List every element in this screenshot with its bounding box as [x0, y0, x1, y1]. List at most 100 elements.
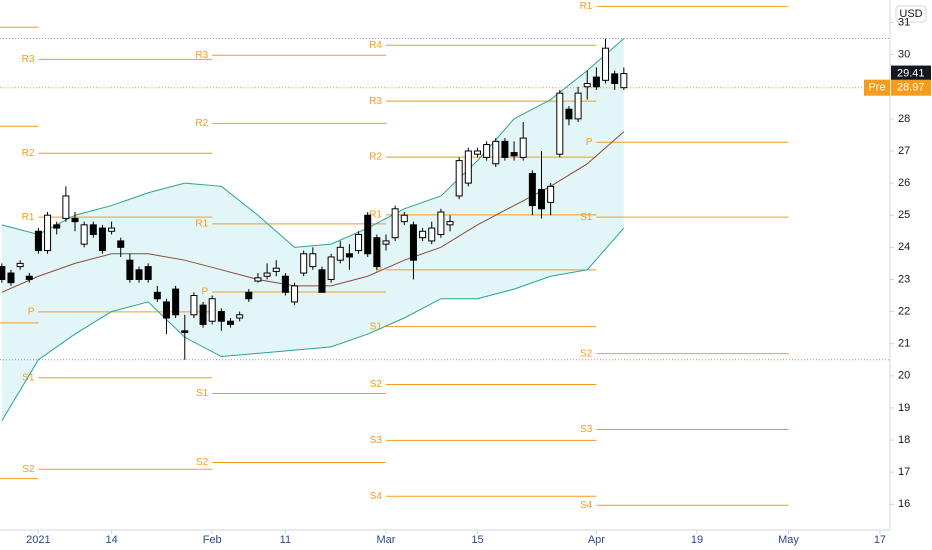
pivot-label: S1	[196, 388, 209, 399]
candle-body	[34, 230, 42, 252]
pivot-label: S4	[370, 491, 383, 502]
candle-body	[108, 227, 116, 232]
pivot-label: S4	[580, 500, 593, 511]
pivot-label: R1	[369, 210, 382, 221]
pre-price-box	[891, 79, 931, 96]
candle-body	[98, 227, 106, 252]
candle-body	[25, 275, 33, 280]
x-tick-label: 19	[691, 534, 703, 546]
y-tick-label: 21	[898, 338, 910, 350]
pivot-label: R4	[369, 40, 382, 51]
y-tick-label: 30	[898, 49, 910, 61]
candle-body	[355, 233, 363, 252]
candle-body	[263, 272, 271, 277]
candle-body	[364, 214, 372, 255]
candle-body	[382, 240, 390, 245]
candle-body	[473, 150, 481, 155]
y-tick-label: 27	[898, 145, 910, 157]
candle-body	[208, 298, 216, 322]
candle-body	[272, 267, 280, 272]
candle-body	[16, 262, 24, 268]
candle-body	[153, 291, 161, 300]
x-tick-label: 11	[280, 534, 291, 546]
candle-body	[236, 314, 244, 319]
candle-body	[126, 259, 134, 280]
x-tick-label: Feb	[203, 534, 222, 546]
candle-body	[492, 140, 500, 165]
pivot-label: R2	[369, 152, 382, 163]
y-tick-label: 20	[898, 370, 910, 382]
y-tick-label: 19	[898, 402, 910, 414]
pivot-label: R3	[369, 96, 382, 107]
pivot-label: R1	[580, 1, 593, 12]
y-tick-label: 26	[898, 177, 910, 189]
x-tick-label: 15	[471, 534, 483, 546]
y-tick-label: 22	[898, 305, 910, 317]
x-tick-label: Apr	[588, 534, 605, 546]
band-line	[1, 131, 625, 293]
band-line	[1, 38, 625, 248]
pivot-label: S2	[580, 348, 593, 359]
pivot-label: R1	[195, 219, 208, 230]
candle-body	[428, 227, 436, 242]
candle-body	[245, 291, 253, 300]
candle-body	[89, 224, 97, 235]
pivot-label: S2	[370, 379, 383, 390]
pre-tag-box	[864, 79, 890, 96]
last-price-box	[891, 65, 931, 82]
x-tick-label: 14	[105, 534, 117, 546]
band-fill	[1, 38, 624, 421]
candle-body	[538, 189, 546, 210]
pre-price: 28.97	[897, 82, 925, 94]
candle-body	[501, 140, 509, 158]
y-tick-label: 23	[898, 273, 910, 285]
candle-body	[7, 272, 15, 284]
y-tick-label: 25	[898, 209, 910, 221]
y-tick-label: 28	[898, 113, 910, 125]
y-tick-label: 24	[898, 241, 910, 253]
candle-body	[565, 108, 573, 120]
candle-body	[254, 277, 262, 282]
candle-body	[336, 246, 344, 261]
pivot-label: R1	[22, 212, 35, 223]
candle-body	[574, 92, 582, 120]
candle-body	[217, 311, 225, 322]
candle-body	[391, 208, 399, 239]
candle-body	[291, 285, 299, 303]
y-tick-label: 17	[898, 466, 910, 478]
pivot-label: P	[586, 137, 593, 148]
candle-body	[117, 240, 125, 248]
x-tick-label: Mar	[377, 534, 396, 546]
pivot-label: S2	[22, 464, 35, 475]
candle-body	[80, 224, 88, 245]
candle-body	[71, 217, 79, 223]
candle-body	[519, 137, 527, 158]
pivot-label: R2	[22, 148, 35, 159]
candle-body	[144, 266, 152, 280]
band-line	[1, 227, 625, 422]
x-tick-label: 2021	[26, 534, 50, 546]
candle-body	[602, 47, 610, 81]
candle-body	[583, 83, 591, 88]
pivot-label: S1	[580, 212, 593, 223]
pivot-label: R2	[195, 118, 208, 129]
candle-body	[620, 73, 628, 89]
candle-body	[172, 288, 180, 316]
candle-body	[556, 92, 564, 155]
pivot-label: S2	[196, 457, 209, 468]
candle-body	[227, 320, 235, 325]
candle-body	[455, 160, 463, 197]
pivot-label: R3	[195, 50, 208, 61]
candle-body	[547, 185, 555, 203]
pivot-label: S1	[370, 321, 383, 332]
candle-body	[528, 172, 536, 207]
candle-body	[437, 211, 445, 235]
candle-body	[53, 224, 61, 229]
pre-tag: Pre	[868, 82, 885, 94]
candle-body	[464, 150, 472, 184]
last-price: 29.41	[897, 67, 925, 79]
candle-body	[309, 253, 317, 268]
plot: R3 R2 R1 P S1 S2 R3 R2 R1 P S1 S2 R4 R3 R2 R1 P S1 S2 S3 S4 R…	[0, 1, 890, 511]
candle-body	[373, 237, 381, 268]
